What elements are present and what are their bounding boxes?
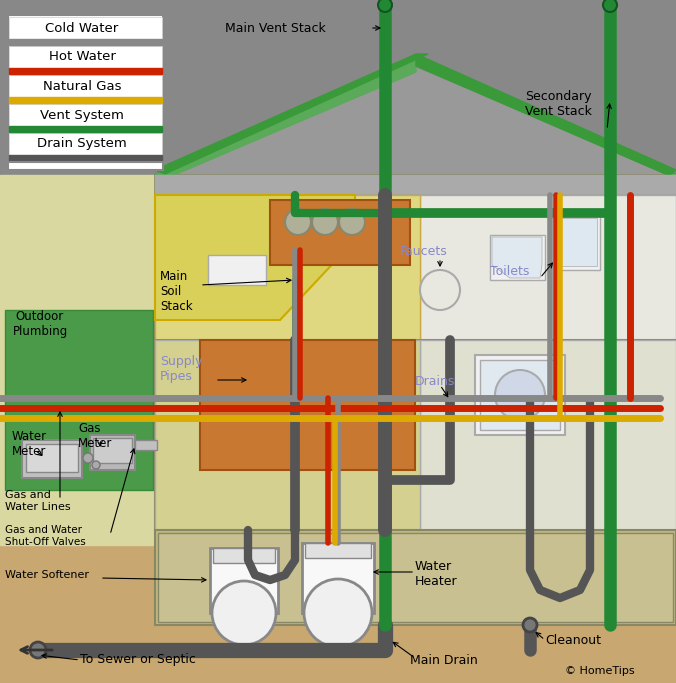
Bar [26,444,78,472]
Text: Natural Gas: Natural Gas [43,79,121,92]
Polygon shape [155,60,419,175]
Bar [305,543,371,558]
Bar [213,548,275,563]
Bar [155,530,676,625]
Bar [90,435,135,470]
Bar [5,310,153,490]
Bar [9,17,162,46]
Circle shape [378,0,392,12]
Circle shape [92,461,100,469]
Bar [480,360,560,430]
Circle shape [83,453,93,463]
Text: To Sewer or Septic: To Sewer or Septic [80,654,196,667]
Bar [8,15,163,170]
Bar [555,215,600,270]
Bar [158,533,673,622]
Text: Drain System: Drain System [37,137,127,150]
Polygon shape [155,60,416,181]
Circle shape [420,270,460,310]
Text: Vent System: Vent System [40,109,124,122]
Text: Gas and
Water Lines: Gas and Water Lines [5,490,70,512]
Text: Supply
Pipes: Supply Pipes [160,355,203,383]
Bar [9,126,162,132]
Text: Water
Heater: Water Heater [415,560,458,588]
Circle shape [339,209,365,235]
Text: Drains: Drains [415,375,456,388]
Polygon shape [416,60,676,175]
Circle shape [304,579,372,647]
Text: Gas
Meter: Gas Meter [78,422,112,450]
Bar [9,75,162,104]
Bar [210,548,278,613]
Text: Cold Water: Cold Water [45,21,118,35]
Bar [155,195,420,340]
Text: Faucets: Faucets [400,245,448,258]
Circle shape [312,209,338,235]
Bar [420,195,676,340]
Bar [22,440,82,478]
Text: Outdoor
Plumbing: Outdoor Plumbing [12,310,68,338]
Polygon shape [155,195,355,320]
Bar [208,255,266,285]
Circle shape [212,581,276,645]
Circle shape [495,370,545,420]
Bar [9,46,162,75]
Text: Secondary
Vent Stack: Secondary Vent Stack [525,90,592,118]
Bar [0,175,158,545]
Bar [420,340,676,530]
Bar [9,39,162,45]
Text: Gas and Water
Shut-Off Valves: Gas and Water Shut-Off Valves [5,525,86,546]
Circle shape [285,209,311,235]
Text: Main
Soil
Stack: Main Soil Stack [160,270,193,313]
Circle shape [523,618,537,632]
Bar [9,133,162,162]
Text: Toilets: Toilets [490,265,529,278]
Circle shape [603,0,617,12]
Polygon shape [155,54,428,174]
Polygon shape [416,54,676,176]
Text: © HomeTips: © HomeTips [565,666,635,676]
Text: Main Drain: Main Drain [410,654,478,667]
Bar [0,625,676,683]
Bar [9,155,162,161]
Bar [9,104,162,133]
Text: Main Vent Stack: Main Vent Stack [225,21,326,35]
Bar [155,195,676,340]
Bar [135,440,157,450]
Bar [270,200,410,265]
Polygon shape [155,60,676,175]
Bar [155,175,676,195]
Bar [200,340,415,470]
Text: Water
Meter: Water Meter [12,430,47,458]
Polygon shape [160,68,670,175]
Bar [475,355,565,435]
Polygon shape [492,237,542,278]
Bar [93,438,132,463]
Circle shape [30,642,46,658]
Bar [155,340,676,530]
Bar [155,340,420,530]
Bar [0,0,676,175]
Bar [9,68,162,74]
Bar [490,235,545,280]
Text: Hot Water: Hot Water [49,51,116,64]
Bar [558,218,597,266]
Bar [302,543,374,613]
Bar [9,97,162,103]
Text: Cleanout: Cleanout [545,634,601,647]
Bar [155,175,676,643]
Text: Water Softener: Water Softener [5,570,89,580]
